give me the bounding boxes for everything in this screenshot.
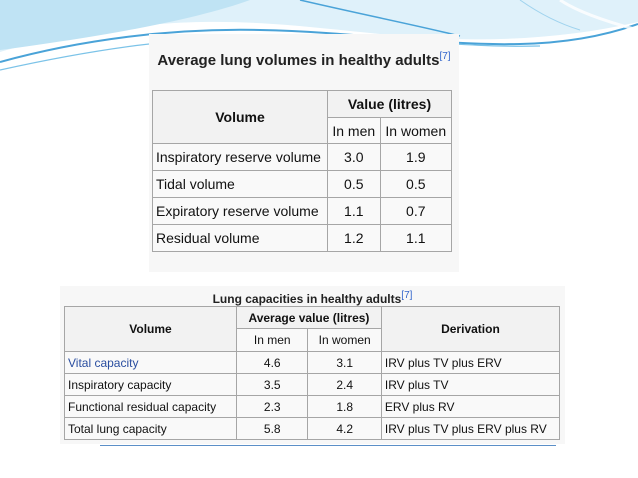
table2-citation[interactable]: [7]: [401, 290, 413, 301]
table-row: Functional residual capacity 2.3 1.8 ERV…: [63, 395, 561, 418]
row-name: Expiratory reserve volume: [152, 197, 328, 225]
t1-header-men: In men: [327, 117, 381, 144]
men-value: 0.5: [327, 170, 381, 198]
derivation: IRV plus TV: [380, 373, 561, 396]
men-value: 1.2: [327, 224, 381, 252]
table1-title-text: Average lung volumes in healthy adults: [157, 52, 440, 69]
men-value: 3.0: [327, 143, 381, 171]
women-value: 0.7: [379, 197, 453, 225]
t2-header-women: In women: [307, 328, 382, 352]
row-name: Inspiratory reserve volume: [152, 143, 328, 171]
t2-header-men: In men: [236, 328, 309, 352]
table-row: Tidal volume 0.5 0.5: [152, 170, 453, 198]
row-name: Tidal volume: [152, 170, 328, 198]
vital-capacity-link[interactable]: Vital capacity: [63, 351, 238, 374]
header-swoosh-decoration: [0, 0, 638, 71]
table-row: Total lung capacity 5.8 4.2 IRV plus TV …: [63, 417, 561, 440]
table1-citation[interactable]: [7]: [439, 51, 451, 62]
t2-header-volume: Volume: [63, 306, 238, 352]
table-row: Inspiratory capacity 3.5 2.4 IRV plus TV: [63, 373, 561, 396]
derivation: IRV plus TV plus ERV: [380, 351, 561, 374]
men-value: 2.3: [236, 395, 309, 418]
t1-header-volume: Volume: [152, 90, 328, 144]
table2-title: Lung capacities in healthy adults[7]: [60, 288, 565, 307]
men-value: 1.1: [327, 197, 381, 225]
row-name: Functional residual capacity: [63, 395, 238, 418]
t2-header-value: Average value (litres): [236, 306, 382, 329]
lung-capacities-panel: Lung capacities in healthy adults[7] Vol…: [60, 286, 565, 444]
women-value: 1.9: [379, 143, 453, 171]
women-value: 1.8: [307, 395, 382, 418]
lung-volumes-table: Volume Value (litres) In men In women In…: [152, 90, 453, 252]
men-value: 4.6: [236, 351, 309, 374]
t1-header-value: Value (litres): [327, 90, 452, 118]
women-value: 1.1: [379, 224, 453, 252]
derivation: ERV plus RV: [380, 395, 561, 418]
t2-header-derivation: Derivation: [380, 306, 561, 352]
table-row: Residual volume 1.2 1.1: [152, 224, 453, 252]
women-value: 2.4: [307, 373, 382, 396]
bottom-divider: [100, 445, 556, 446]
table-row: Expiratory reserve volume 1.1 0.7: [152, 197, 453, 225]
table-row: Inspiratory reserve volume 3.0 1.9: [152, 143, 453, 171]
derivation: IRV plus TV plus ERV plus RV: [380, 417, 561, 440]
row-name: Residual volume: [152, 224, 328, 252]
t1-header-women: In women: [379, 117, 453, 144]
row-name: Inspiratory capacity: [63, 373, 238, 396]
table-row: Vital capacity 4.6 3.1 IRV plus TV plus …: [63, 351, 561, 374]
lung-capacities-table: Volume Average value (litres) Derivation…: [63, 306, 561, 440]
table1-title: Average lung volumes in healthy adults[7…: [149, 46, 459, 71]
lung-volumes-panel: Average lung volumes in healthy adults[7…: [149, 34, 459, 272]
men-value: 5.8: [236, 417, 309, 440]
women-value: 3.1: [307, 351, 382, 374]
men-value: 3.5: [236, 373, 309, 396]
row-name: Total lung capacity: [63, 417, 238, 440]
women-value: 4.2: [307, 417, 382, 440]
table2-title-text: Lung capacities in healthy adults: [212, 292, 402, 306]
women-value: 0.5: [379, 170, 453, 198]
